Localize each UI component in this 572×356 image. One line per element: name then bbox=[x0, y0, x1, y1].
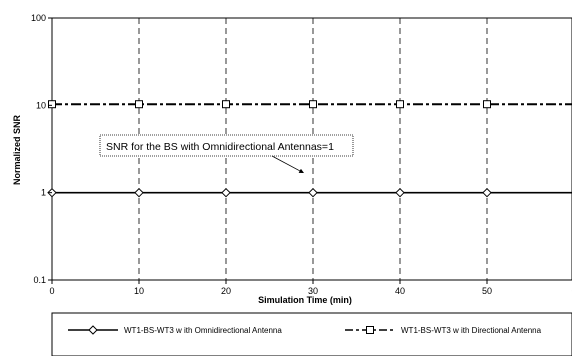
legend: WT1-BS-WT3 w ith Omnidirectional Antenna… bbox=[51, 312, 572, 356]
data-point-diamond bbox=[308, 187, 318, 198]
data-point-square bbox=[396, 100, 404, 109]
data-point-square bbox=[222, 100, 230, 109]
annotation-text: SNR for the BS with Omnidirectional Ante… bbox=[106, 141, 334, 153]
y-tick-label: 0.1 bbox=[33, 275, 46, 285]
y-tick-label: 100 bbox=[31, 13, 46, 23]
legend-marker-square bbox=[366, 326, 374, 334]
series-layer bbox=[47, 100, 572, 198]
legend-marker-diamond bbox=[88, 325, 98, 335]
x-tick-label: 20 bbox=[221, 286, 231, 296]
y-tick-label: 10 bbox=[36, 100, 46, 110]
data-point-square bbox=[135, 100, 143, 109]
legend-box bbox=[51, 312, 572, 356]
annotation-box bbox=[99, 134, 354, 157]
annotation-arrow bbox=[271, 155, 304, 174]
legend-label: WT1-BS-WT3 w ith Directional Antenna bbox=[401, 326, 542, 335]
data-point-square bbox=[483, 100, 491, 109]
x-tick-label: 50 bbox=[482, 286, 492, 296]
x-tick-label: 30 bbox=[308, 286, 318, 296]
x-axis-ticks: 010203040506 bbox=[49, 280, 572, 296]
x-tick-label: 0 bbox=[49, 286, 54, 296]
data-point-square bbox=[309, 100, 317, 109]
data-point-diamond bbox=[395, 187, 405, 198]
x-axis-label: Simulation Time (min) bbox=[258, 295, 352, 305]
data-point-diamond bbox=[221, 187, 231, 198]
data-point-square bbox=[48, 100, 56, 109]
y-axis-ticks: 0.1 1 10 100 bbox=[31, 13, 52, 285]
data-point-diamond bbox=[134, 187, 144, 198]
data-point-diamond bbox=[482, 187, 492, 198]
x-tick-label: 40 bbox=[395, 286, 405, 296]
legend-label: WT1-BS-WT3 w ith Omnidirectional Antenna bbox=[124, 326, 282, 335]
x-tick-label: 10 bbox=[134, 286, 144, 296]
annotation: SNR for the BS with Omnidirectional Ante… bbox=[99, 134, 354, 174]
y-axis-label: Normalized SNR bbox=[12, 114, 22, 185]
y-tick-label: 1 bbox=[41, 188, 46, 198]
